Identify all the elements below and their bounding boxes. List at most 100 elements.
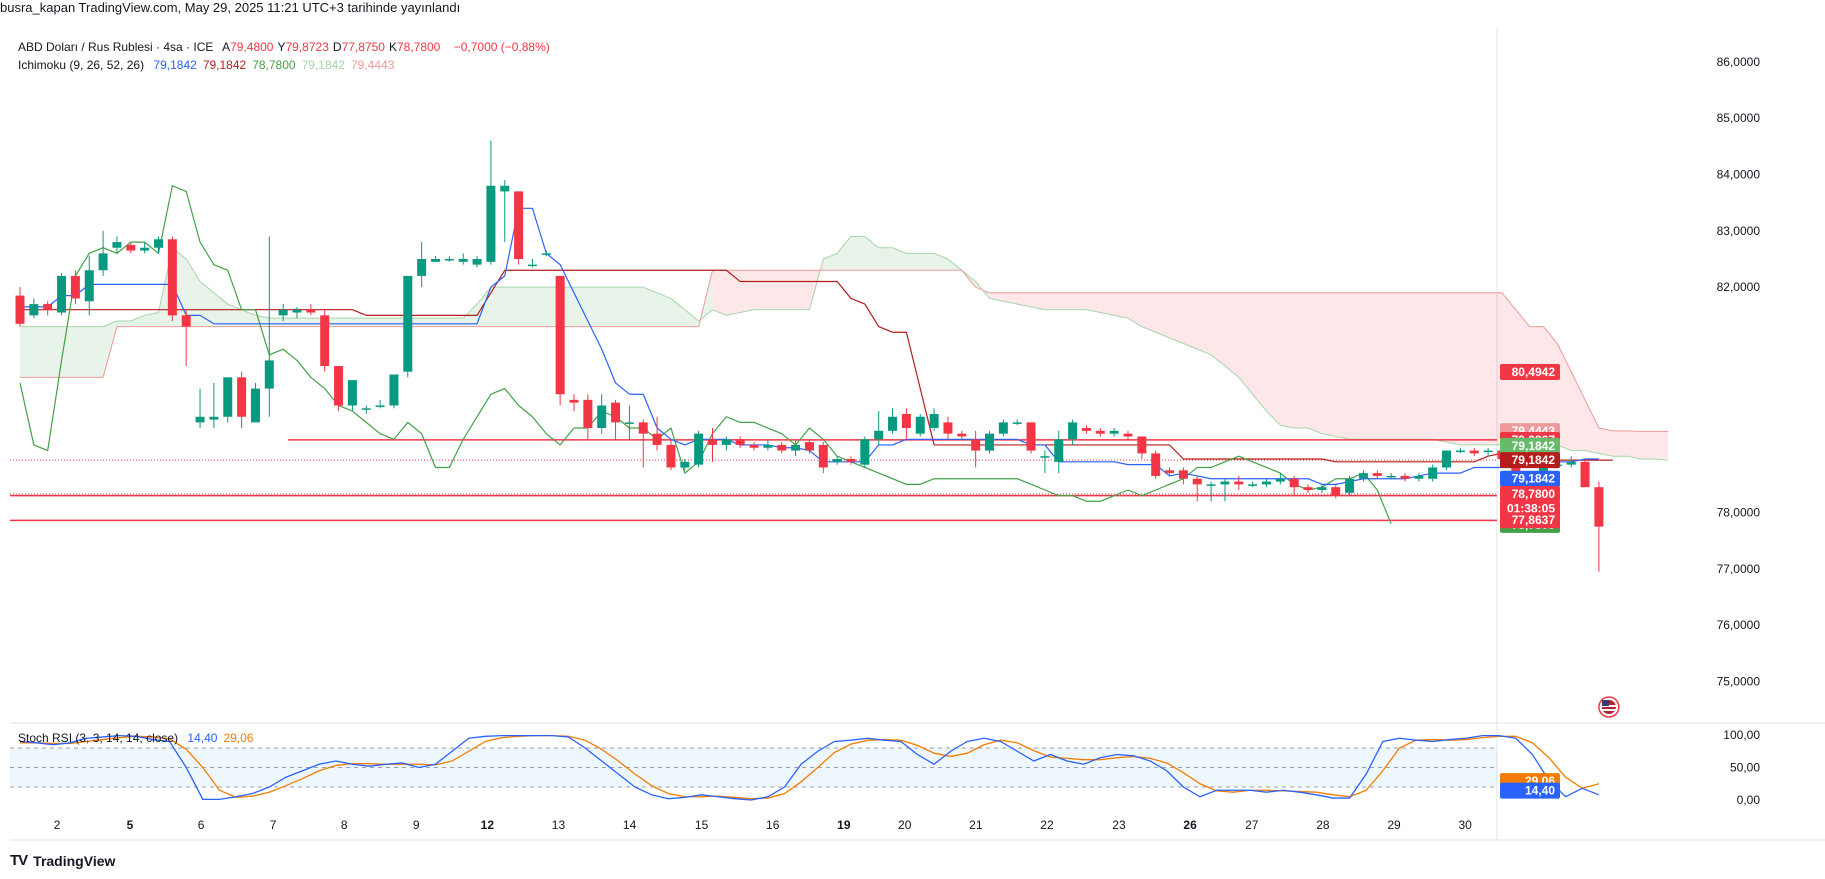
cloud-segment <box>781 270 796 310</box>
cloud-segment <box>449 318 464 327</box>
candle-body <box>721 439 731 445</box>
candle-body <box>403 275 413 372</box>
candle-body <box>292 309 302 313</box>
candle-body <box>500 185 510 192</box>
candle-body <box>1081 428 1091 431</box>
stoch-legend: Stoch RSI (3, 3, 14, 14, close) 14,40 29,… <box>18 731 265 745</box>
cloud-segment <box>1571 371 1586 451</box>
cloud-segment <box>269 318 284 327</box>
price-label-bg <box>1500 364 1560 381</box>
candle-body <box>666 444 676 468</box>
candle-body <box>818 444 828 468</box>
candle-body <box>431 259 440 262</box>
cloud-segment <box>75 326 90 378</box>
candle-body <box>874 430 884 440</box>
candle-body <box>15 295 25 324</box>
stoch-rsi-pane <box>10 734 1600 801</box>
price-labels: 80,494279,444379,286779,184279,184279,18… <box>1500 364 1560 799</box>
stoch-title[interactable]: Stoch RSI (3, 3, 14, 14, close) <box>18 731 179 745</box>
ichimoku-title[interactable]: Ichimoku (9, 26, 52, 26) <box>18 58 145 72</box>
cloud-segment <box>795 270 810 310</box>
ohlc-values: A79,4800 Y79,8723 D77,8750 K78,7800 <box>222 40 444 54</box>
candle-body <box>1469 450 1479 454</box>
cloud-segment <box>490 287 505 327</box>
candle-body <box>375 405 385 407</box>
cloud-segment <box>1100 292 1115 316</box>
candle-body <box>223 377 233 417</box>
price-label: 78,7800 <box>1512 487 1556 501</box>
symbol-title[interactable]: ABD Doları / Rus Rublesi · 4sa · ICE <box>18 40 214 54</box>
candle-body <box>1109 430 1119 434</box>
candle-body <box>43 304 53 310</box>
candle-body <box>70 275 80 299</box>
time-axis: 2 5 6 7 8 9 12 13 14 15 16 19 20 21 22 23 26 27 28 29 30 <box>54 818 1472 832</box>
cloud-segment <box>629 287 644 327</box>
cloud-segment <box>657 292 671 327</box>
x-tick-label: 20 <box>898 818 912 832</box>
candle-body <box>846 459 856 462</box>
candle-body <box>154 239 163 248</box>
candle-body <box>541 253 551 255</box>
candle-body <box>112 242 122 248</box>
candle-body <box>777 444 787 451</box>
candle-body <box>1026 422 1036 451</box>
ichimoku-cloud <box>20 235 1669 461</box>
price-label: 79,1842 <box>1512 439 1556 453</box>
ichimoku-value-3: 79,1842 <box>301 58 345 72</box>
us-flag-icon <box>1598 696 1620 718</box>
y-tick-label: 75,0000 <box>1717 675 1761 689</box>
cloud-segment <box>421 318 436 327</box>
x-tick-label: 13 <box>552 818 566 832</box>
candle-body <box>583 399 593 429</box>
cloud-segment <box>47 326 62 378</box>
ohlc-y: Y79,8723 <box>277 40 329 54</box>
candle-body <box>1428 467 1438 479</box>
cloud-segment <box>1391 292 1405 440</box>
candle-body <box>1594 487 1604 527</box>
flag-stripe <box>1601 709 1616 711</box>
price-label-bg <box>1500 485 1560 502</box>
candle-body <box>334 366 344 406</box>
cloud-segment <box>33 326 48 378</box>
price-label: 79,1842 <box>1512 453 1556 467</box>
x-tick-label: 22 <box>1040 818 1054 832</box>
x-tick-label: 27 <box>1245 818 1259 832</box>
candle-body <box>444 259 454 261</box>
candle-body <box>1317 487 1327 490</box>
x-tick-label: 6 <box>198 818 205 832</box>
price-label-bg <box>1500 437 1560 454</box>
cloud-segment <box>1114 292 1128 319</box>
candle-body <box>389 374 399 406</box>
candle-body <box>957 433 967 437</box>
cloud-segment <box>1598 428 1613 457</box>
candle-body <box>652 433 662 445</box>
cloud-segment <box>241 309 256 327</box>
cloud-segment <box>1446 292 1461 445</box>
cloud-segment <box>643 287 658 327</box>
cloud-segment <box>1529 326 1544 445</box>
x-tick-label: 15 <box>695 818 709 832</box>
candle-body <box>1483 450 1493 453</box>
cloud-segment <box>61 326 76 378</box>
candle-body <box>126 244 136 251</box>
candle-body <box>1095 430 1105 434</box>
published-header: busra_kapan TradingView.com, May 29, 202… <box>0 0 461 15</box>
tradingview-logo[interactable]: TV TradingView <box>10 852 115 869</box>
cloud-segment <box>837 236 851 271</box>
cloud-segment <box>1197 292 1212 355</box>
flag-canton <box>1601 700 1609 706</box>
candle-body <box>569 399 579 403</box>
candle-body <box>680 461 690 468</box>
candle-body <box>1151 453 1161 476</box>
cloud-segment <box>89 326 104 378</box>
cloud-segment <box>352 318 367 327</box>
cloud-segment <box>1238 292 1253 395</box>
stoch-value-1: 29,06 <box>223 731 254 745</box>
candle-body <box>514 191 524 259</box>
candle-body <box>361 408 371 410</box>
candle-body <box>1442 450 1452 468</box>
cloud-segment <box>532 287 547 327</box>
candle-body <box>1137 436 1147 454</box>
candle-body <box>264 360 274 389</box>
